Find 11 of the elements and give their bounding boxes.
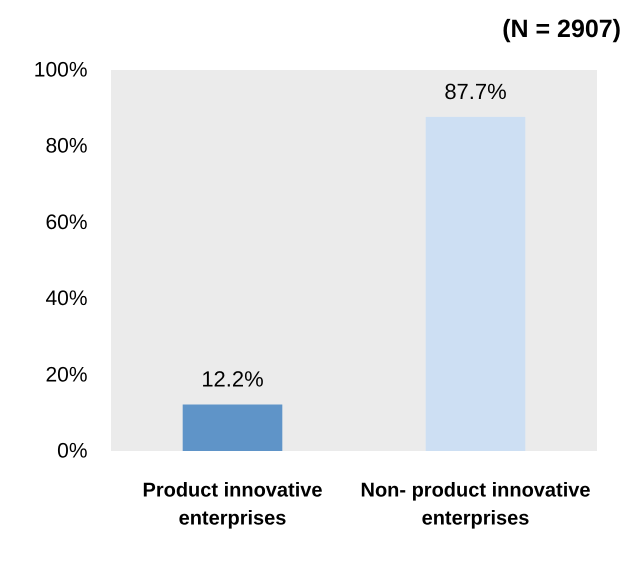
x-tick-label: Non- product innovative enterprises xyxy=(360,480,590,530)
y-tick-label: 80% xyxy=(45,134,88,158)
data-label: 87.7% xyxy=(444,78,507,104)
data-label: 12.2% xyxy=(201,366,264,392)
chart-title: (N = 2907) xyxy=(502,15,621,43)
x-tick-label: Product innovative enterprises xyxy=(142,480,323,530)
y-tick-label: 40% xyxy=(45,287,88,310)
y-tick-label: 60% xyxy=(45,210,88,234)
y-tick-label: 100% xyxy=(34,58,88,82)
y-tick-label: 0% xyxy=(57,440,88,462)
y-tick-label: 20% xyxy=(45,363,88,386)
